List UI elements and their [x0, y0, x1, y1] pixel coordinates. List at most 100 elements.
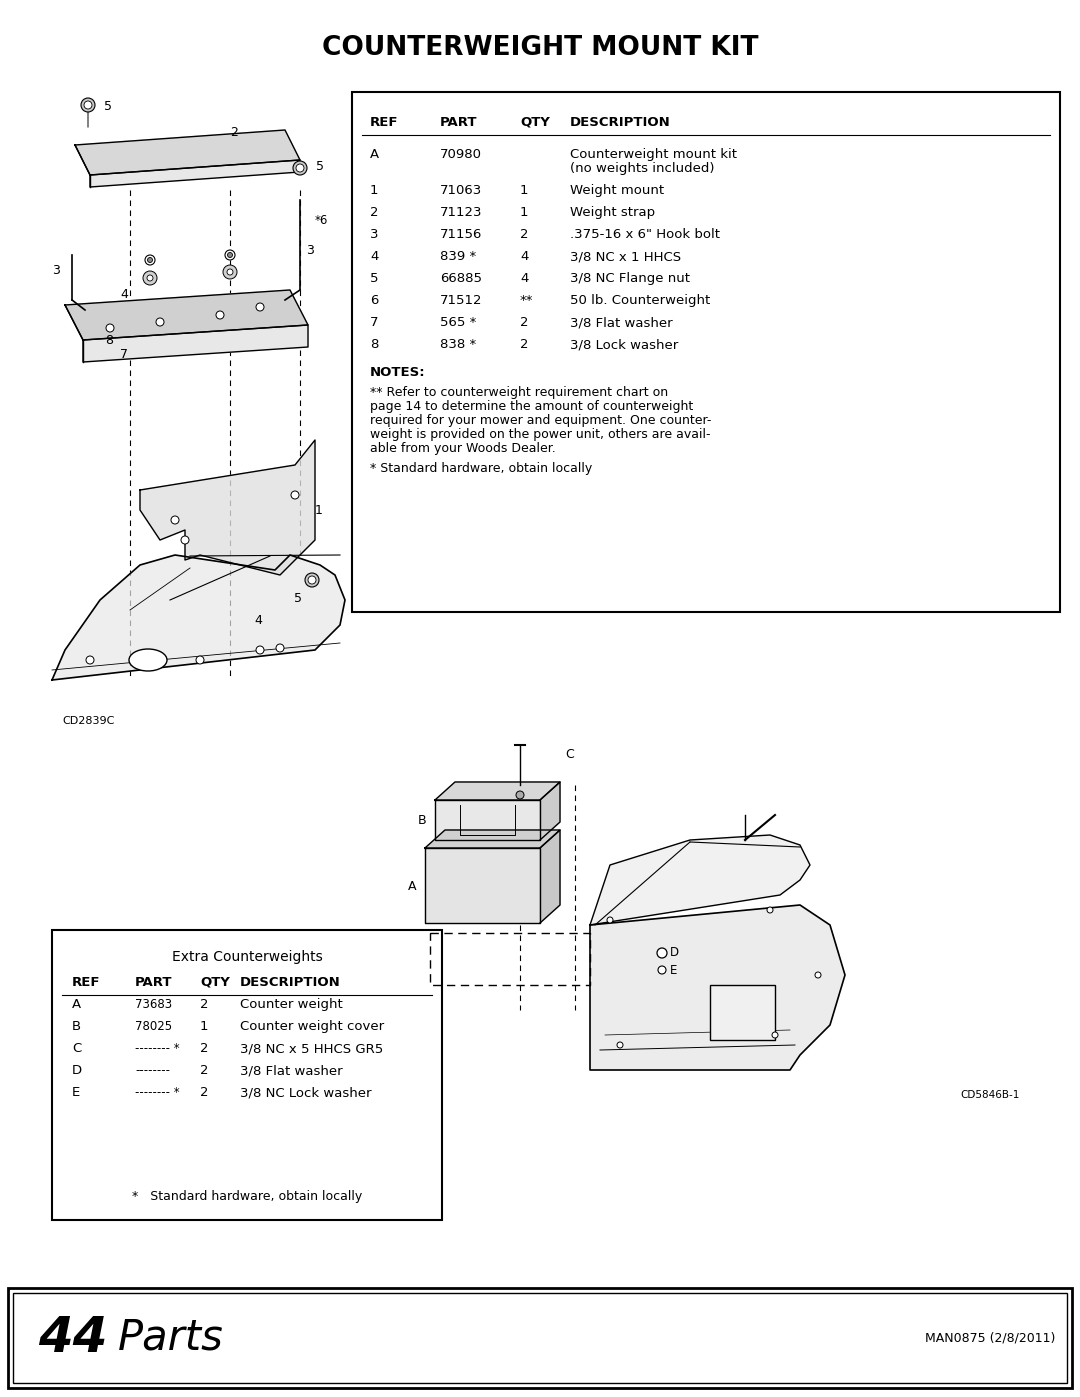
Bar [8, 1288, 1072, 1389]
Circle shape [171, 515, 179, 524]
Text: 8: 8 [105, 334, 113, 346]
Polygon shape [90, 161, 300, 187]
Circle shape [148, 257, 152, 263]
Text: 44: 44 [38, 1315, 108, 1362]
Circle shape [86, 657, 94, 664]
Text: 1: 1 [370, 184, 378, 197]
Text: DESCRIPTION: DESCRIPTION [240, 975, 341, 989]
Polygon shape [540, 830, 561, 923]
Text: 71512: 71512 [440, 293, 483, 307]
Polygon shape [83, 326, 308, 362]
Polygon shape [435, 782, 561, 800]
Circle shape [296, 163, 303, 172]
Text: 3: 3 [52, 264, 59, 277]
Text: Counter weight: Counter weight [240, 997, 342, 1011]
Circle shape [147, 275, 153, 281]
Text: B: B [418, 813, 427, 827]
Text: 1: 1 [519, 205, 528, 219]
Text: 839 *: 839 * [440, 250, 476, 263]
Text: 3/8 Flat washer: 3/8 Flat washer [240, 1065, 342, 1077]
Text: PART: PART [135, 975, 173, 989]
Text: A: A [408, 880, 417, 894]
Text: Counter weight cover: Counter weight cover [240, 1020, 384, 1032]
Text: * Standard hardware, obtain locally: * Standard hardware, obtain locally [370, 462, 592, 475]
Circle shape [256, 645, 264, 654]
Text: 50 lb. Counterweight: 50 lb. Counterweight [570, 293, 711, 307]
Text: 3: 3 [370, 228, 378, 242]
Text: 3: 3 [306, 243, 314, 257]
Circle shape [658, 965, 666, 974]
Ellipse shape [129, 650, 167, 671]
Text: 4: 4 [519, 272, 528, 285]
Bar [13, 1294, 1067, 1383]
Polygon shape [140, 440, 315, 576]
Text: D: D [670, 947, 679, 960]
Text: Weight mount: Weight mount [570, 184, 664, 197]
Text: QTY: QTY [200, 975, 230, 989]
Text: 2: 2 [200, 997, 208, 1011]
Text: QTY: QTY [519, 116, 550, 129]
Text: E: E [72, 1085, 80, 1099]
Circle shape [84, 101, 92, 109]
Text: required for your mower and equipment. One counter-: required for your mower and equipment. O… [370, 414, 712, 427]
Circle shape [156, 319, 164, 326]
Text: (no weights included): (no weights included) [570, 162, 715, 175]
Circle shape [227, 270, 233, 275]
Circle shape [308, 576, 316, 584]
Text: **: ** [519, 293, 534, 307]
Text: *6: *6 [315, 214, 328, 226]
Text: able from your Woods Dealer.: able from your Woods Dealer. [370, 441, 556, 455]
Text: -------- *: -------- * [135, 1085, 179, 1099]
Polygon shape [75, 130, 300, 175]
Text: PART: PART [440, 116, 477, 129]
Circle shape [106, 324, 114, 332]
Text: 1: 1 [200, 1020, 208, 1032]
Circle shape [195, 657, 204, 664]
Text: --------: -------- [135, 1065, 170, 1077]
Circle shape [293, 161, 307, 175]
Circle shape [181, 536, 189, 543]
Circle shape [607, 916, 613, 923]
Polygon shape [65, 291, 308, 339]
Circle shape [222, 265, 237, 279]
Text: 4: 4 [370, 250, 378, 263]
Text: NOTES:: NOTES: [370, 366, 426, 379]
Text: A: A [370, 148, 379, 161]
Text: COUNTERWEIGHT MOUNT KIT: COUNTERWEIGHT MOUNT KIT [322, 35, 758, 61]
Text: Extra Counterweights: Extra Counterweights [172, 950, 322, 964]
Circle shape [225, 250, 235, 260]
Circle shape [657, 949, 667, 958]
Circle shape [305, 573, 319, 587]
Text: weight is provided on the power unit, others are avail-: weight is provided on the power unit, ot… [370, 427, 711, 441]
Text: 6: 6 [370, 293, 378, 307]
Text: Weight strap: Weight strap [570, 205, 656, 219]
Text: 71123: 71123 [440, 205, 483, 219]
Text: REF: REF [370, 116, 399, 129]
Text: 3/8 NC x 5 HHCS GR5: 3/8 NC x 5 HHCS GR5 [240, 1042, 383, 1055]
Text: 3/8 Flat washer: 3/8 Flat washer [570, 316, 673, 330]
Bar [710, 985, 775, 1039]
Text: .375-16 x 6" Hook bolt: .375-16 x 6" Hook bolt [570, 228, 720, 242]
Text: D: D [72, 1065, 82, 1077]
Text: 5: 5 [104, 101, 112, 113]
Bar [52, 930, 442, 1220]
Circle shape [815, 972, 821, 978]
Polygon shape [426, 848, 540, 923]
Text: 71063: 71063 [440, 184, 483, 197]
Text: B: B [72, 1020, 81, 1032]
Text: 2: 2 [200, 1042, 208, 1055]
Text: 3/8 NC Lock washer: 3/8 NC Lock washer [240, 1085, 372, 1099]
Text: 8: 8 [370, 338, 378, 351]
Circle shape [291, 490, 299, 499]
Polygon shape [540, 782, 561, 840]
Text: *   Standard hardware, obtain locally: * Standard hardware, obtain locally [132, 1190, 362, 1203]
Text: 1: 1 [519, 184, 528, 197]
Text: 5: 5 [316, 161, 324, 173]
Text: 70980: 70980 [440, 148, 482, 161]
Circle shape [516, 791, 524, 799]
Text: REF: REF [72, 975, 100, 989]
Text: 4: 4 [519, 250, 528, 263]
Circle shape [216, 312, 224, 319]
Polygon shape [426, 830, 561, 848]
Text: CD5846B-1: CD5846B-1 [960, 1090, 1020, 1099]
